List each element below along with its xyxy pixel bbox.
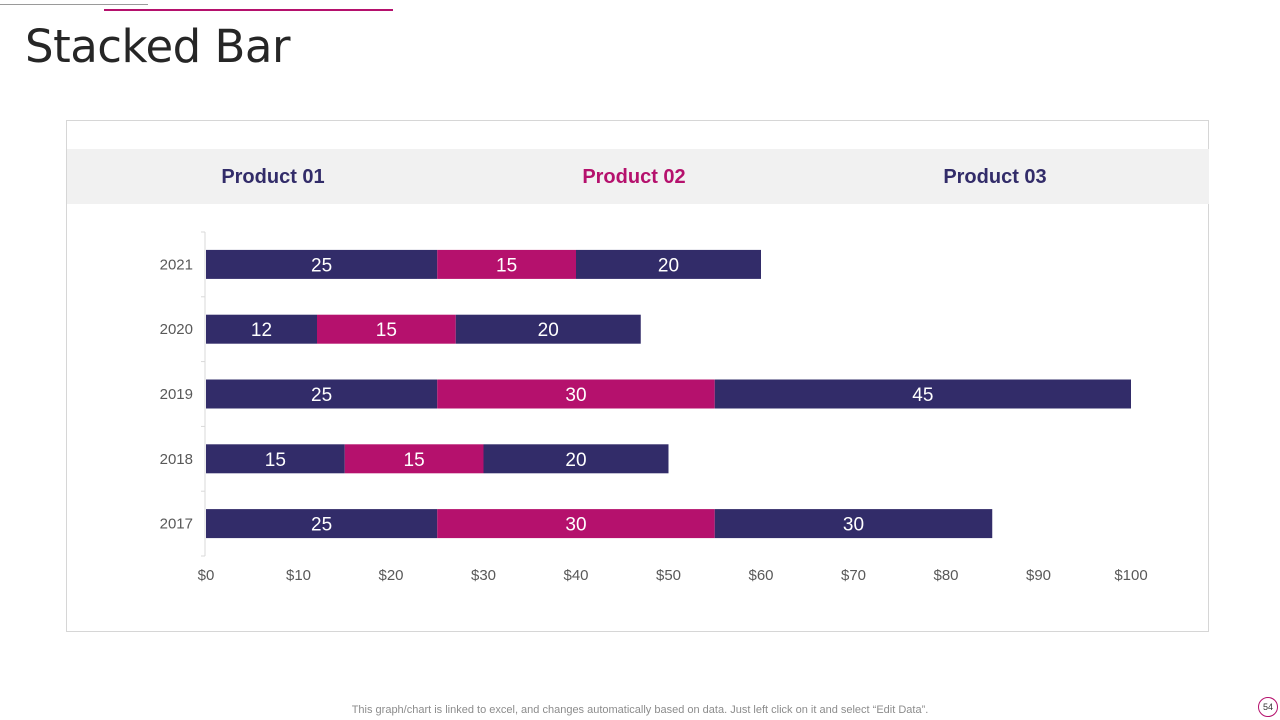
bar-segment[interactable]	[206, 314, 317, 344]
x-tick-label: $90	[1026, 567, 1051, 584]
y-tick-label: 2019	[160, 386, 193, 403]
legend-product-01: Product 01	[221, 166, 325, 188]
bar-segment[interactable]	[714, 509, 993, 539]
x-tick-label: $20	[378, 567, 403, 584]
bar-segment[interactable]	[437, 379, 715, 409]
bar-segment[interactable]	[437, 509, 715, 539]
data-label: 30	[843, 515, 864, 536]
x-tick-label: $50	[656, 567, 681, 584]
data-label: 15	[265, 450, 286, 471]
y-tick-label: 2017	[160, 516, 193, 533]
data-label: 30	[565, 515, 586, 536]
header-rule	[0, 4, 148, 5]
x-tick-label: $80	[933, 567, 958, 584]
x-tick-label: $40	[563, 567, 588, 584]
bar-segment[interactable]	[206, 444, 345, 474]
x-tick-label: $10	[286, 567, 311, 584]
data-label: 25	[311, 515, 332, 536]
legend-product-02: Product 02	[582, 166, 686, 188]
legend-product-03: Product 03	[943, 166, 1047, 188]
data-label: 15	[496, 255, 517, 276]
footer-note: This graph/chart is linked to excel, and…	[351, 704, 929, 716]
data-label: 20	[565, 450, 586, 471]
data-label: 15	[376, 320, 397, 341]
data-label: 25	[311, 255, 332, 276]
data-label: 30	[565, 385, 586, 406]
x-tick-label: $70	[841, 567, 866, 584]
y-tick-label: 2020	[160, 321, 193, 338]
bar-segment[interactable]	[437, 249, 576, 279]
header-accent-rule	[104, 9, 393, 11]
chart-frame	[66, 120, 1209, 632]
bar-segment[interactable]	[317, 314, 456, 344]
bar-segment[interactable]	[206, 379, 438, 409]
data-label: 20	[538, 320, 559, 341]
page-number: 54	[1258, 697, 1278, 717]
x-tick-label: $60	[748, 567, 773, 584]
bar-segment[interactable]	[455, 314, 641, 344]
bar-segment[interactable]	[344, 444, 484, 474]
x-tick-label: $0	[198, 567, 215, 584]
data-label: 20	[658, 255, 679, 276]
y-tick-label: 2021	[160, 256, 193, 273]
bar-segment[interactable]	[206, 249, 438, 279]
data-label: 12	[251, 320, 272, 341]
bar-segment[interactable]	[483, 444, 669, 474]
x-tick-label: $30	[471, 567, 496, 584]
bar-segment[interactable]	[206, 509, 438, 539]
y-tick-label: 2018	[160, 451, 193, 468]
bar-segment[interactable]	[714, 379, 1131, 409]
bar-segment[interactable]	[576, 249, 761, 279]
data-label: 45	[912, 385, 933, 406]
x-tick-label: $100	[1114, 567, 1147, 584]
data-label: 15	[404, 450, 425, 471]
data-label: 25	[311, 385, 332, 406]
legend-band	[67, 149, 1209, 204]
slide-title: Stacked Bar	[25, 20, 290, 73]
